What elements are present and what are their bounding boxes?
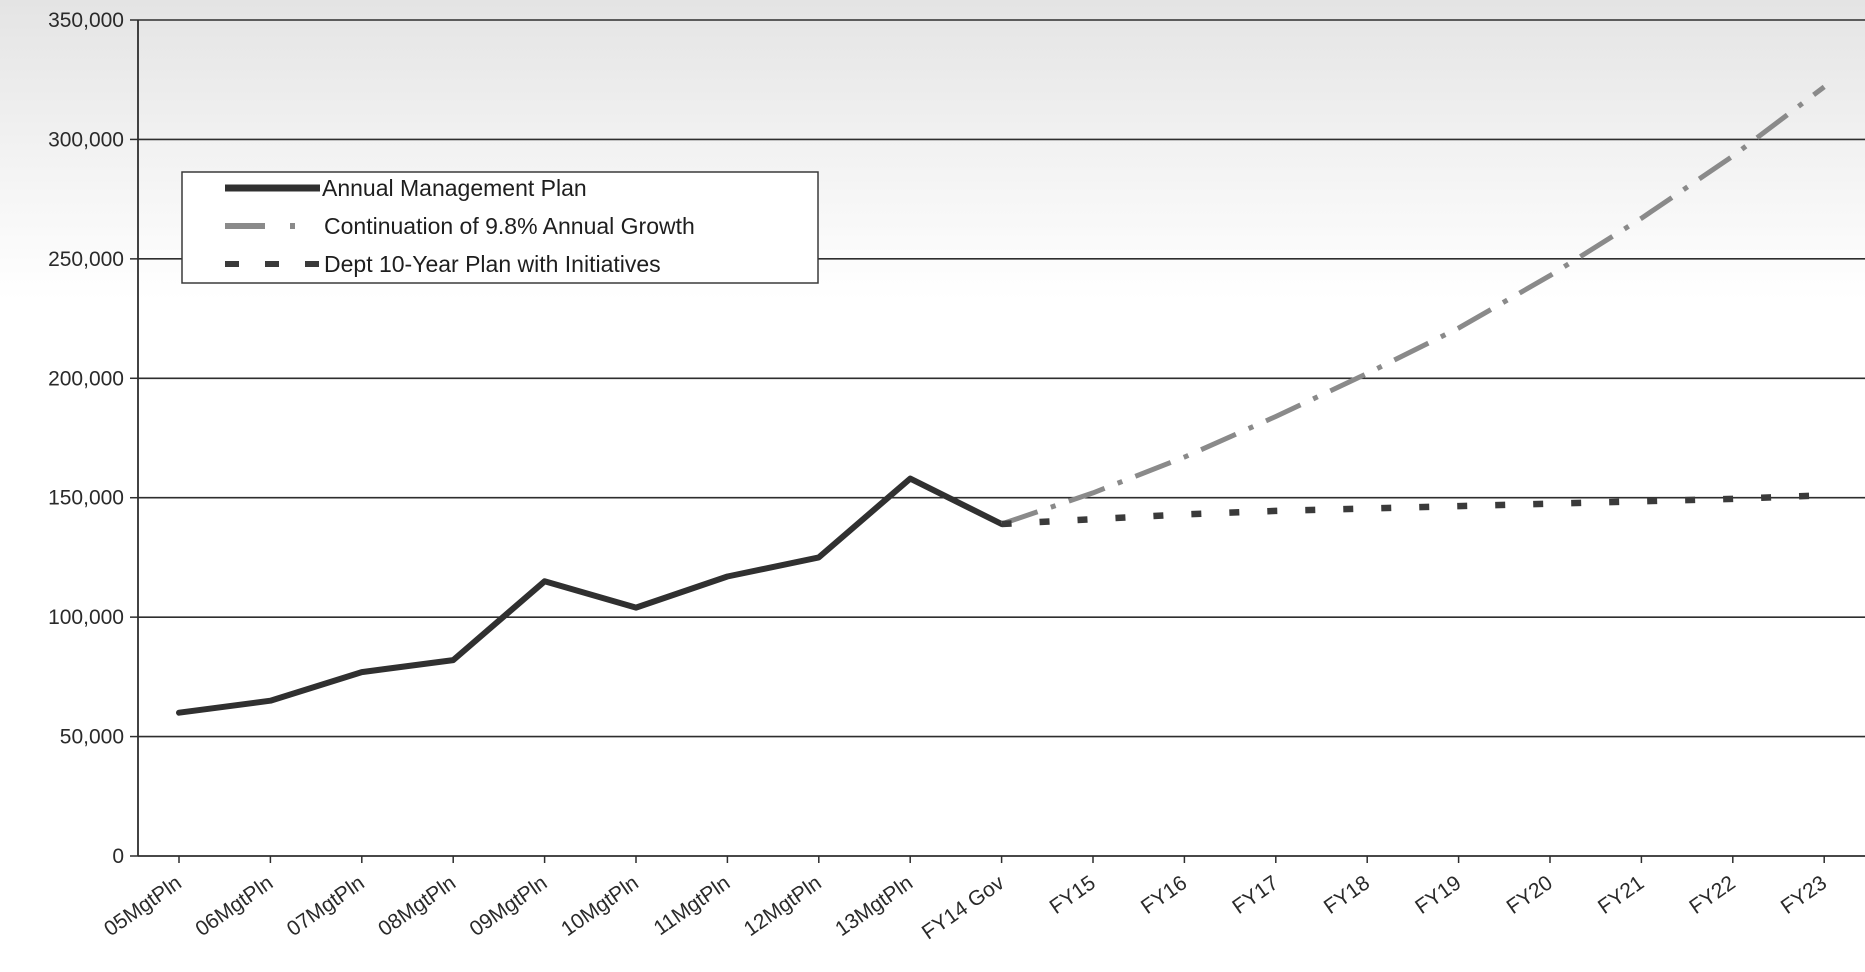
axes: 0 50,000 100,000 150,000 200,000 250,000 300,0… [48,9,1865,868]
y-tick-label: 300,000 [48,128,124,151]
x-tick-label: FY15 [1046,871,1100,919]
series-lines [176,84,1826,716]
x-axis-tick-labels: 05MgtPln 06MgtPln 07MgtPln 08MgtPln 09MgtPln… [100,871,1831,944]
x-tick-label: 07MgtPln [283,871,369,941]
y-tick-label: 0 [112,845,124,868]
x-tick-label: 12MgtPln [740,871,826,941]
x-tick-label: FY14 Gov [918,871,1009,944]
x-tick-label: FY20 [1503,871,1557,919]
y-tick-label: 50,000 [60,726,124,749]
x-tick-label: 05MgtPln [100,871,186,941]
x-tick-label: 08MgtPln [374,871,460,941]
series-line-1 [1000,84,1826,527]
legend-label-annual-management-plan: Annual Management Plan [322,175,587,201]
x-tick-label: FY22 [1685,871,1739,919]
x-tick-label: FY16 [1137,871,1191,919]
x-tick-label: FY23 [1777,871,1831,919]
y-tick-label: 250,000 [48,248,124,271]
gridlines [138,19,1865,738]
legend: Annual Management Plan Continuation of 9… [181,171,819,284]
x-tick-label: FY19 [1411,871,1465,919]
series-line-2 [1001,492,1825,528]
x-tick-label: FY18 [1320,871,1374,919]
x-tick-label: 11MgtPln [650,871,735,940]
y-tick-label: 200,000 [48,367,124,390]
x-tick-label: FY17 [1228,871,1282,919]
series-line-0 [176,475,1005,716]
x-tick-label: 13MgtPln [831,871,917,941]
legend-label-dept-10-year-plan: Dept 10-Year Plan with Initiatives [324,251,661,277]
y-tick-label: 350,000 [48,9,124,32]
y-tick-label: 150,000 [48,487,124,510]
x-tick-label: 10MgtPln [557,871,643,941]
legend-label-continuation-growth: Continuation of 9.8% Annual Growth [324,213,695,239]
x-tick-label: 06MgtPln [191,871,277,941]
y-tick-label: 100,000 [48,606,124,629]
x-tick-label: 09MgtPln [466,871,552,941]
x-tick-label: FY21 [1594,871,1648,919]
